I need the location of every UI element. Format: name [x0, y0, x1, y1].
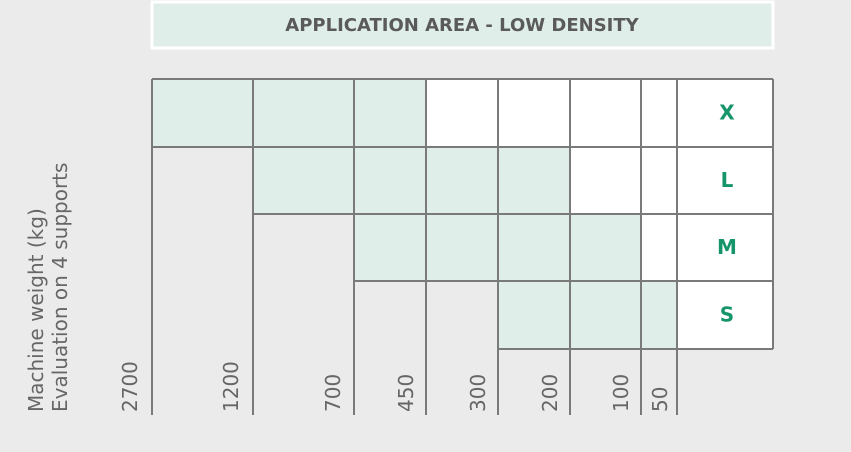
- cell: [426, 214, 498, 281]
- axis-label: Evaluation on 4 supports: [48, 163, 72, 412]
- size-label: L: [721, 168, 734, 192]
- size-cell: [677, 214, 773, 281]
- size-label: S: [720, 303, 734, 327]
- axis-label: Machine weight (kg): [24, 208, 48, 412]
- weight-label: 300: [466, 374, 490, 412]
- size-cell: [677, 147, 773, 214]
- cell: [641, 214, 677, 281]
- cell: [641, 147, 677, 214]
- cell: [253, 147, 354, 214]
- cell: [641, 79, 677, 147]
- cell: [498, 147, 570, 214]
- cell: [354, 214, 426, 281]
- weight-label: 1200: [219, 361, 243, 412]
- cell: [253, 79, 354, 147]
- title-box: [150, 0, 775, 50]
- cell: [570, 79, 641, 147]
- size-label: M: [717, 235, 737, 259]
- cell: [498, 281, 570, 349]
- cell: [641, 281, 677, 349]
- cell: [152, 79, 253, 147]
- cell: [354, 79, 426, 147]
- cell: [570, 281, 641, 349]
- cell: [426, 79, 498, 147]
- size-label: X: [719, 101, 735, 125]
- weight-label: 700: [321, 374, 345, 412]
- weight-label: 50: [648, 387, 672, 412]
- cell: [498, 214, 570, 281]
- weight-label: 2700: [118, 361, 142, 412]
- title: APPLICATION AREA - LOW DENSITY: [285, 15, 639, 36]
- grid: X L M S: [151, 78, 774, 415]
- cell: [354, 147, 426, 214]
- cell: [570, 147, 641, 214]
- cell: [498, 79, 570, 147]
- weight-label: 200: [538, 374, 562, 412]
- weight-label: 100: [609, 374, 633, 412]
- cell: [570, 214, 641, 281]
- cell: [426, 147, 498, 214]
- size-cell: [677, 281, 773, 349]
- size-cell: [677, 79, 773, 147]
- weight-label: 450: [394, 374, 418, 412]
